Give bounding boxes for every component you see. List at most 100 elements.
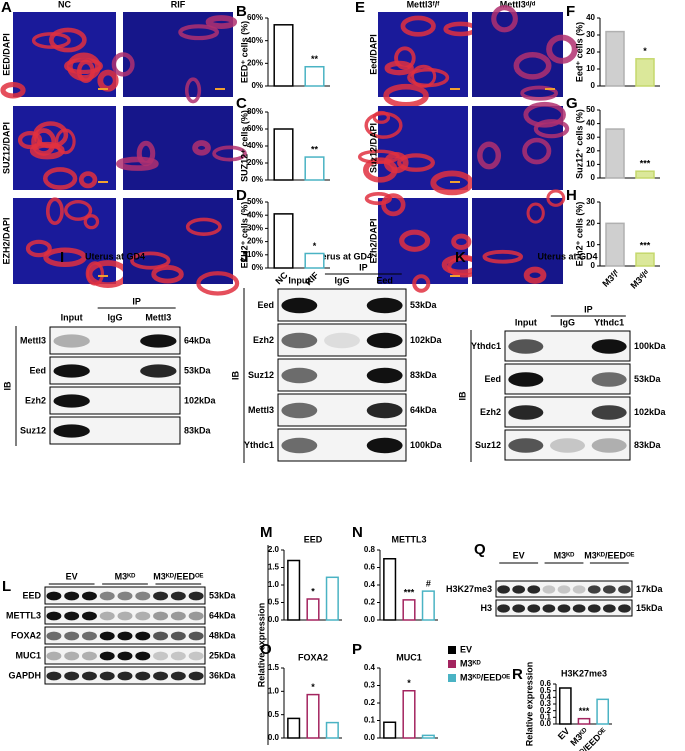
stained-gland [546, 34, 578, 64]
band [64, 651, 80, 661]
y-tick-label: 20 [586, 47, 595, 56]
lane-label: IgG [560, 317, 575, 327]
band [508, 372, 544, 387]
y-tick-label: 20% [247, 158, 263, 167]
row-name: GAPDH [8, 670, 41, 680]
row-name: H3 [480, 603, 492, 613]
band [542, 585, 556, 594]
scale-bar [98, 181, 108, 183]
band [591, 339, 627, 354]
row-size: 102kDa [634, 407, 667, 417]
y-tick-label: 0% [251, 175, 263, 184]
panel-letter: B [236, 3, 247, 20]
stained-gland [29, 141, 65, 160]
y-tick-label: 0.6 [364, 563, 376, 572]
band [324, 332, 360, 349]
y-tick-label: 80% [247, 107, 263, 116]
row-size: 83kDa [184, 425, 212, 435]
group-label: EV [513, 550, 525, 560]
group-label: M3ᴷᴰ/EEDᴼᴱ [584, 550, 634, 560]
y-tick-label: 1.0 [268, 580, 280, 589]
band [81, 611, 97, 621]
row-label: EED/DAPI [1, 33, 11, 76]
panel-letter: L [2, 578, 11, 595]
bar [287, 559, 301, 621]
band [53, 424, 90, 438]
band [117, 671, 133, 681]
band [81, 631, 97, 641]
band [497, 604, 510, 613]
ip-label: IP [584, 304, 593, 314]
y-tick-label: 20% [247, 237, 263, 246]
bar [273, 128, 294, 181]
stained-gland [410, 64, 437, 88]
band [497, 585, 510, 594]
y-tick-label: 0% [251, 81, 263, 90]
bar [605, 128, 625, 179]
stained-gland [184, 77, 202, 104]
y-tick-label: 20 [586, 146, 595, 155]
row-name: EED [22, 590, 41, 600]
legend-swatch [448, 646, 456, 654]
row-name: Ythdc1 [244, 440, 274, 450]
y-tick-label: 0.1 [364, 716, 376, 725]
significance: ** [311, 54, 319, 64]
row-name: Eed [257, 300, 274, 310]
bar [402, 599, 416, 621]
column-label: RIF [171, 0, 186, 9]
y-tick-label: 0.6 [540, 679, 552, 688]
y-axis-label: EED⁺ cells (%) [239, 21, 249, 83]
band [117, 631, 133, 641]
panel-letter: F [566, 3, 575, 20]
stained-gland [430, 170, 474, 196]
band [281, 437, 318, 454]
band [281, 402, 318, 419]
y-tick-label: 0.2 [540, 706, 552, 715]
stained-gland [0, 81, 26, 99]
stained-gland [364, 191, 393, 206]
column-label: NC [58, 0, 71, 9]
band [508, 339, 544, 354]
x-tick-label: M3ᵈ/ᵈ [628, 268, 651, 291]
band [542, 604, 556, 613]
stained-gland [205, 15, 238, 29]
ib-label: IB [2, 381, 12, 391]
y-tick-label: 40 [586, 119, 595, 128]
group-label: M3ᴷᴰ/EEDᴼᴱ [153, 571, 203, 581]
ip-label: IP [359, 262, 368, 272]
band [99, 631, 115, 641]
band [557, 604, 571, 613]
y-tick-label: 10% [247, 250, 263, 259]
band [618, 604, 631, 613]
legend-swatch [448, 674, 456, 682]
bar [383, 558, 397, 621]
band [170, 671, 186, 681]
y-axis-label: EZH2⁺ cells (%) [239, 202, 249, 269]
band [135, 671, 151, 681]
stained-gland [526, 202, 545, 224]
bar [635, 58, 655, 87]
band [46, 671, 62, 681]
stained-gland [66, 52, 101, 81]
significance: * [313, 241, 317, 251]
panel-letter: J [240, 249, 248, 266]
band [53, 394, 90, 408]
row-size: 36kDa [209, 670, 237, 680]
band [602, 604, 616, 613]
stained-gland [384, 60, 414, 76]
significance: * [311, 682, 315, 692]
y-axis-label: Suz12⁺ cells (%) [574, 109, 584, 179]
blot-title: Uterus at GD4 [537, 251, 597, 261]
panel-letter: K [455, 249, 466, 266]
row-label: Suz12/DAPI [368, 123, 378, 173]
bar [273, 24, 294, 87]
scale-bar [450, 88, 460, 90]
lane-label: Input [288, 275, 310, 285]
stained-gland [400, 15, 436, 37]
row-label: Eed/DAPI [368, 34, 378, 75]
band [587, 585, 601, 594]
y-tick-label: 0.8 [364, 545, 376, 554]
stained-gland [185, 217, 222, 236]
band [153, 651, 169, 661]
